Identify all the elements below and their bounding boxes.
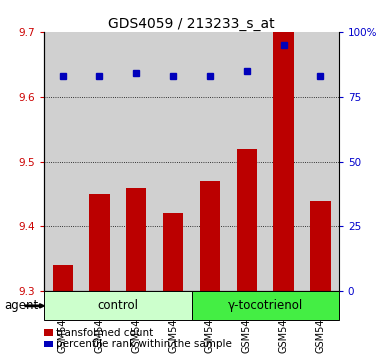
- Bar: [81, 32, 118, 291]
- Bar: [44, 32, 81, 291]
- Bar: [228, 32, 265, 291]
- Bar: [192, 32, 228, 291]
- Text: transformed count: transformed count: [56, 328, 153, 338]
- Title: GDS4059 / 213233_s_at: GDS4059 / 213233_s_at: [108, 17, 275, 31]
- Text: agent: agent: [4, 299, 38, 312]
- Bar: [126, 188, 146, 291]
- Text: control: control: [97, 299, 138, 312]
- Bar: [302, 32, 339, 291]
- Text: percentile rank within the sample: percentile rank within the sample: [56, 339, 232, 349]
- Bar: [265, 32, 302, 291]
- Bar: [200, 181, 220, 291]
- Bar: [237, 149, 257, 291]
- Bar: [273, 32, 294, 291]
- Bar: [163, 213, 183, 291]
- Bar: [89, 194, 110, 291]
- Bar: [118, 32, 155, 291]
- Bar: [310, 200, 330, 291]
- Bar: [155, 32, 192, 291]
- Text: γ-tocotrienol: γ-tocotrienol: [228, 299, 303, 312]
- Bar: [53, 266, 73, 291]
